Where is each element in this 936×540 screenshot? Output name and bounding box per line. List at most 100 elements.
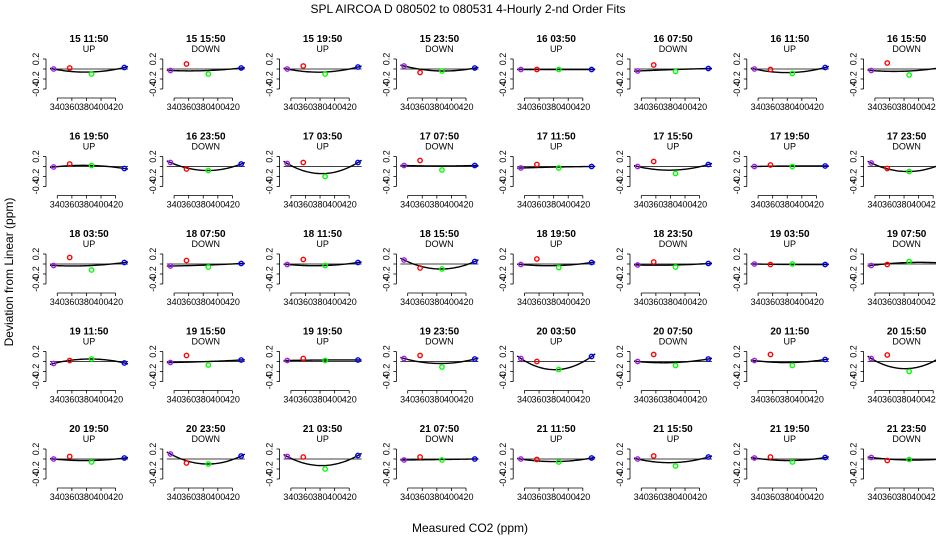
- x-tick-label: 400: [678, 297, 693, 307]
- y-tick-label: -0.4: [498, 374, 508, 390]
- y-tick-label: -0.4: [849, 276, 859, 292]
- data-point-3: [789, 362, 796, 369]
- data-point-1: [401, 162, 407, 169]
- y-tick-label: -0.2: [381, 461, 391, 477]
- data-point-2: [300, 355, 307, 362]
- data-point-4: [121, 165, 128, 172]
- y-tick-label: 0.2: [148, 248, 158, 261]
- panel-direction-label: DOWN: [425, 142, 454, 152]
- data-point-3: [439, 457, 445, 463]
- data-point-4: [238, 161, 245, 167]
- x-tick-label: 400: [444, 395, 459, 405]
- x-tick-label: 360: [181, 297, 196, 307]
- x-tick-label: 340: [634, 297, 649, 307]
- panel-direction-label: UP: [550, 337, 563, 347]
- x-tick-label: 420: [108, 395, 123, 405]
- x-tick-label: 400: [94, 492, 109, 502]
- x-tick-label: 360: [882, 102, 897, 112]
- data-point-2: [650, 351, 657, 358]
- x-tick-label: 380: [196, 102, 211, 112]
- data-point-1: [284, 66, 291, 72]
- panel-title: 16 11:50: [770, 34, 809, 45]
- panel-title: 17 11:50: [537, 132, 576, 143]
- y-tick-label: -0.4: [31, 276, 41, 292]
- panel-direction-label: DOWN: [892, 44, 921, 54]
- y-tick-label: -0.4: [615, 81, 625, 97]
- data-point-2: [300, 256, 307, 263]
- panel-title: 16 15:50: [887, 34, 927, 45]
- data-point-2: [884, 457, 891, 464]
- x-tick-label: 360: [532, 102, 547, 112]
- y-tick-label: -0.2: [498, 169, 508, 185]
- y-axis-label: Deviation from Linear (ppm): [2, 198, 16, 347]
- data-point-2: [884, 261, 891, 268]
- data-point-1: [517, 456, 524, 462]
- panel-title: 17 23:50: [887, 132, 927, 143]
- y-tick-label: 0.2: [615, 443, 625, 456]
- data-point-2: [767, 66, 774, 73]
- data-point-3: [322, 173, 329, 180]
- x-tick-label: 340: [517, 102, 532, 112]
- data-point-3: [906, 456, 913, 463]
- panel-title: 16 23:50: [186, 132, 226, 143]
- y-tick-label: 0.2: [381, 53, 391, 66]
- panel-title: 20 07:50: [653, 327, 693, 338]
- y-tick-label: -0.2: [265, 169, 275, 185]
- data-point-3: [88, 267, 95, 273]
- data-point-1: [284, 357, 291, 364]
- x-tick-label: 400: [561, 297, 576, 307]
- x-tick-label: 380: [196, 395, 211, 405]
- data-point-4: [822, 261, 829, 268]
- y-tick-label: -0.4: [849, 471, 859, 487]
- x-tick-label: 340: [751, 297, 766, 307]
- data-point-1: [751, 163, 758, 170]
- data-point-4: [121, 64, 128, 71]
- x-tick-label: 420: [692, 200, 707, 210]
- y-tick-label: -0.4: [498, 276, 508, 292]
- fit-curve: [867, 355, 936, 370]
- y-tick-label: -0.2: [732, 461, 742, 477]
- panel-direction-label: UP: [784, 239, 797, 249]
- panel-direction-label: DOWN: [892, 434, 921, 444]
- x-tick-label: 340: [283, 492, 298, 502]
- y-tick-label: -0.4: [31, 81, 41, 97]
- data-point-1: [634, 456, 641, 462]
- x-tick-label: 420: [108, 200, 123, 210]
- panel-title: 18 07:50: [186, 229, 226, 240]
- x-tick-label: 340: [634, 395, 649, 405]
- x-tick-label: 380: [897, 492, 912, 502]
- x-tick-label: 380: [313, 102, 328, 112]
- x-tick-label: 420: [926, 200, 936, 210]
- data-point-3: [672, 264, 679, 270]
- x-tick-label: 400: [794, 492, 809, 502]
- data-point-1: [517, 261, 524, 268]
- x-tick-label: 400: [561, 395, 576, 405]
- fit-curve: [867, 67, 936, 73]
- x-tick-label: 400: [444, 297, 459, 307]
- x-tick-label: 420: [926, 492, 936, 502]
- y-tick-label: -0.2: [148, 169, 158, 185]
- y-tick-label: -0.4: [31, 471, 41, 487]
- data-point-1: [751, 66, 758, 72]
- y-tick-label: 0.2: [849, 248, 859, 261]
- fit-curve: [283, 452, 362, 467]
- data-point-1: [167, 359, 174, 366]
- x-tick-label: 340: [517, 297, 532, 307]
- x-tick-label: 340: [400, 200, 415, 210]
- data-point-4: [588, 455, 595, 461]
- data-point-3: [322, 262, 329, 269]
- x-tick-label: 380: [663, 200, 678, 210]
- x-tick-label: 360: [415, 492, 430, 502]
- x-tick-label: 400: [327, 297, 342, 307]
- y-tick-label: -0.2: [732, 266, 742, 282]
- panel-direction-label: UP: [83, 239, 96, 249]
- x-tick-label: 420: [458, 492, 473, 502]
- y-tick-label: -0.4: [265, 374, 275, 390]
- data-point-1: [50, 164, 57, 170]
- data-point-3: [906, 258, 913, 265]
- fit-curve: [166, 262, 245, 267]
